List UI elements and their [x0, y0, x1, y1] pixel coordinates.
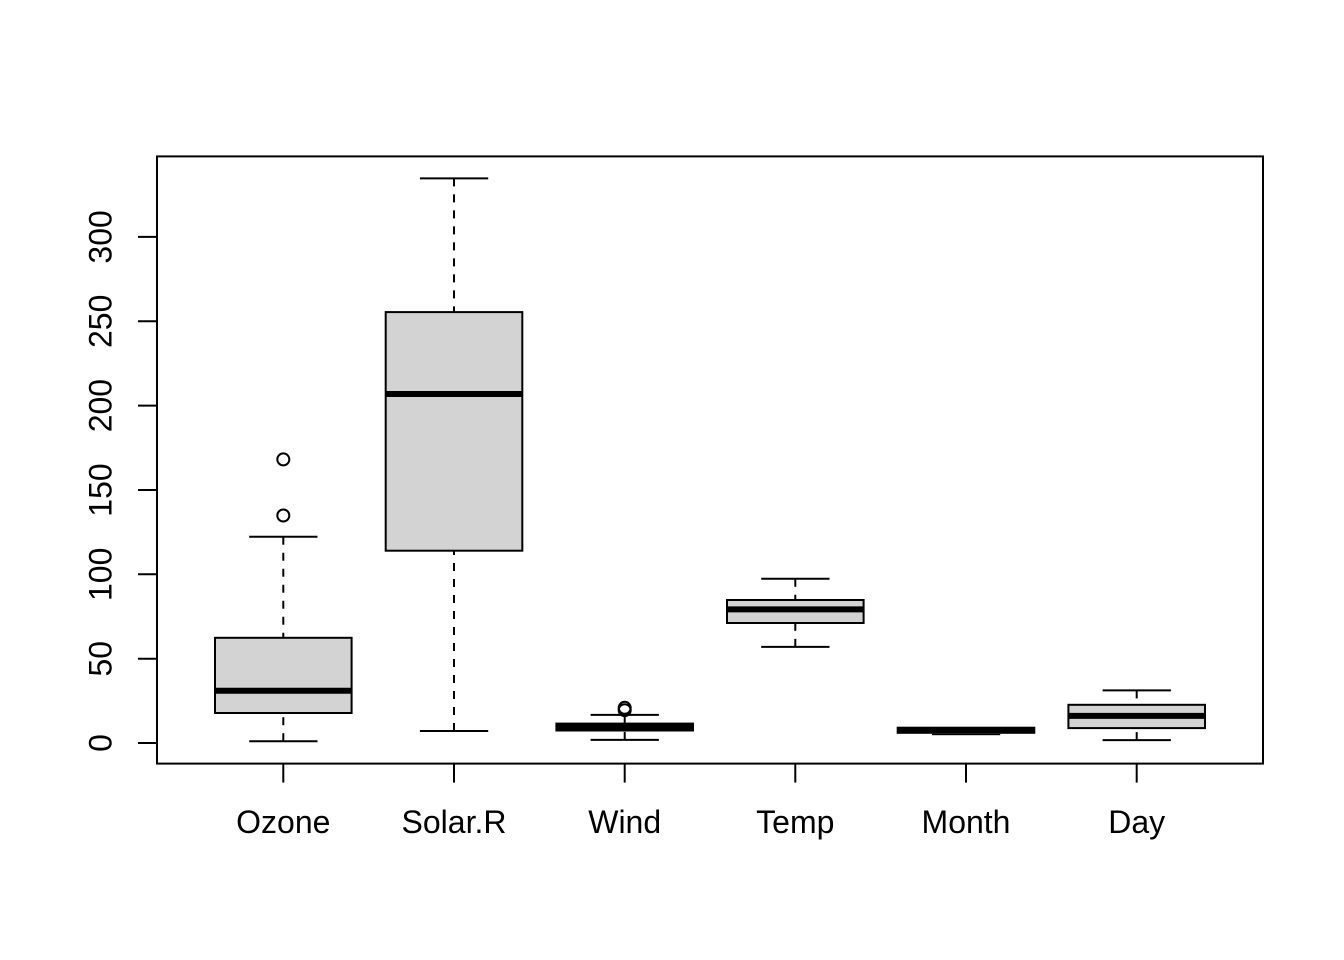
svg-text:150: 150 — [83, 463, 119, 516]
svg-text:200: 200 — [83, 379, 119, 432]
svg-text:0: 0 — [83, 734, 119, 752]
svg-text:50: 50 — [83, 641, 119, 677]
svg-text:300: 300 — [83, 210, 119, 263]
svg-text:Ozone: Ozone — [236, 804, 330, 840]
svg-text:Month: Month — [922, 804, 1011, 840]
svg-text:250: 250 — [83, 295, 119, 348]
svg-text:100: 100 — [83, 548, 119, 601]
svg-text:Solar.R: Solar.R — [402, 804, 507, 840]
svg-text:Day: Day — [1108, 804, 1165, 840]
svg-text:Temp: Temp — [756, 804, 834, 840]
svg-text:Wind: Wind — [588, 804, 661, 840]
